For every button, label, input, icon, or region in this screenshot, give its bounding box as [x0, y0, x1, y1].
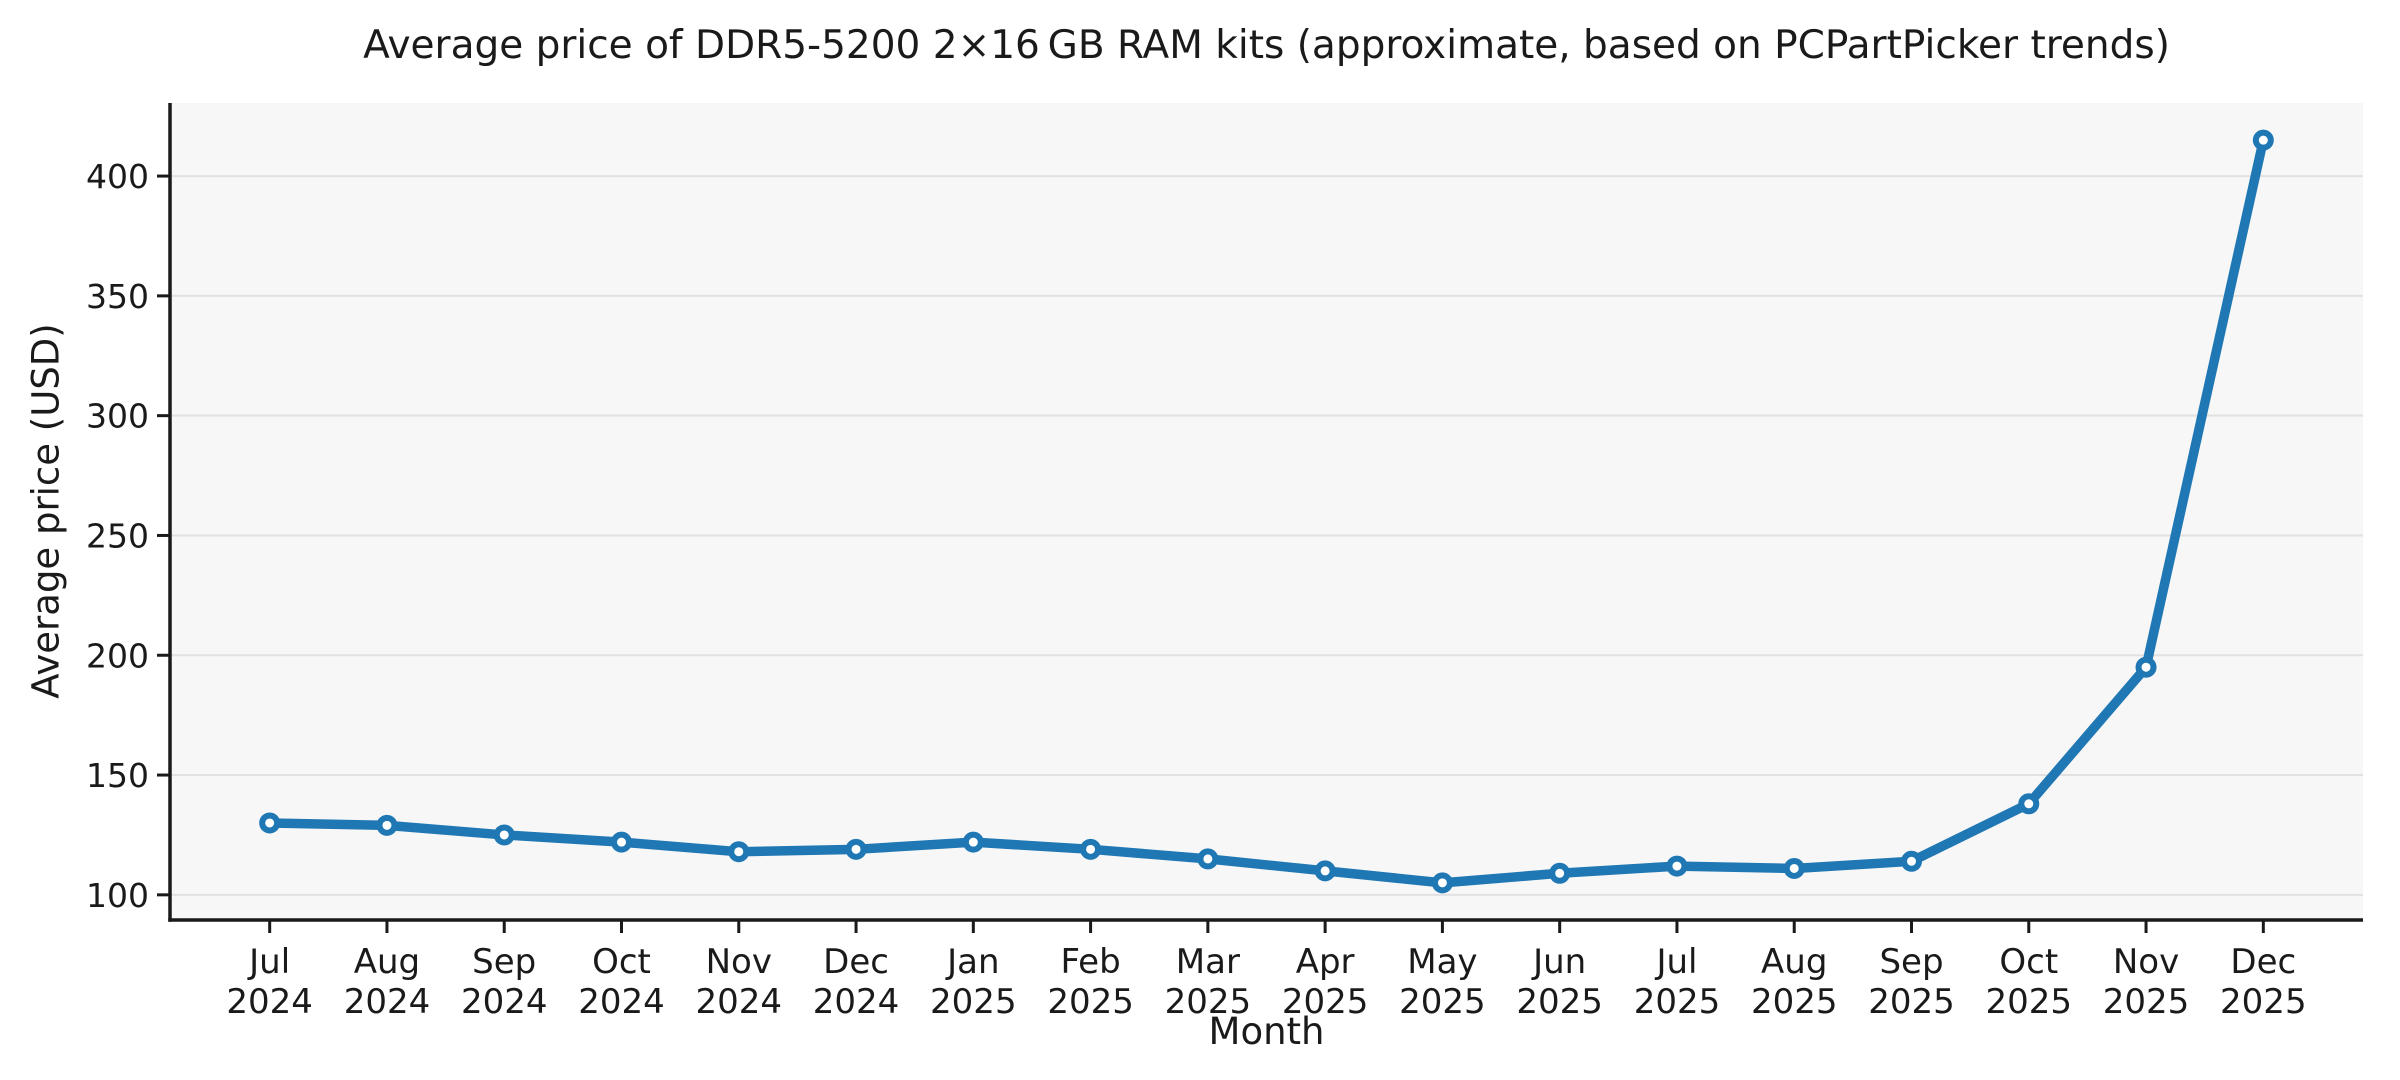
- data-point-marker: [1080, 838, 1102, 860]
- x-tick-label: Oct 2025: [1986, 942, 2073, 1022]
- y-tick-label: 400: [86, 157, 149, 196]
- x-tick-label: Dec 2024: [813, 942, 900, 1022]
- x-tick-label: May 2025: [1399, 942, 1486, 1022]
- data-point-marker: [376, 814, 398, 836]
- data-point-marker: [1666, 855, 1688, 877]
- x-tick-label: Nov 2025: [2103, 942, 2190, 1022]
- plot-area: [170, 103, 2363, 920]
- data-point-marker: [2018, 793, 2040, 815]
- data-point-marker: [1549, 862, 1571, 884]
- x-tick-label: Jan 2025: [930, 942, 1017, 1022]
- x-axis-ticks: Jul 2024 Aug 2024 Sep 2024 Oct 2024 Nov 2024 Dec 20…: [226, 920, 2307, 1022]
- x-tick-label: Sep 2025: [1868, 942, 1955, 1022]
- x-tick-label: Aug 2025: [1751, 942, 1838, 1022]
- data-point-marker: [1783, 857, 1805, 879]
- data-point-marker: [1431, 872, 1453, 894]
- x-tick-label: Feb 2025: [1047, 942, 1134, 1022]
- data-point-marker: [493, 824, 515, 846]
- x-tick-label: Oct 2024: [578, 942, 665, 1022]
- data-point-marker: [2252, 129, 2274, 151]
- x-tick-label: Mar 2025: [1165, 942, 1252, 1022]
- y-tick-label: 200: [86, 636, 149, 675]
- data-point-marker: [259, 812, 281, 834]
- x-tick-label: Jul 2025: [1634, 942, 1721, 1022]
- price-line: [264, 135, 2269, 888]
- chart-title: Average price of DDR5-5200 2×16 GB RAM k…: [363, 23, 2170, 68]
- y-tick-label: 350: [86, 277, 149, 316]
- x-tick-label: Jun 2025: [1516, 942, 1603, 1022]
- y-axis-label: Average price (USD): [24, 323, 68, 699]
- data-point-marker: [728, 841, 750, 863]
- x-tick-label: Jul 2024: [226, 942, 313, 1022]
- y-tick-label: 250: [86, 516, 149, 555]
- x-tick-label: Aug 2024: [344, 942, 431, 1022]
- y-tick-label: 300: [86, 397, 149, 436]
- data-point-marker: [2135, 656, 2157, 678]
- data-point-marker: [611, 831, 632, 853]
- x-tick-label: Apr 2025: [1282, 942, 1369, 1022]
- x-tick-label: Sep 2024: [461, 942, 548, 1022]
- x-axis-label: Month: [1208, 1010, 1325, 1053]
- x-tick-label: Dec 2025: [2220, 942, 2307, 1022]
- data-point-marker: [1901, 850, 1922, 872]
- data-point-marker: [1197, 848, 1219, 870]
- data-point-marker: [962, 831, 984, 853]
- x-tick-label: Nov 2024: [696, 942, 783, 1022]
- y-tick-label: 150: [86, 756, 149, 795]
- data-point-marker: [845, 838, 867, 860]
- data-points: [259, 129, 2274, 894]
- gridlines: [170, 175, 2363, 896]
- data-point-marker: [1314, 860, 1336, 882]
- y-axis-ticks: 100 150 200 250 300 350 400: [86, 157, 170, 915]
- y-tick-label: 100: [86, 876, 149, 915]
